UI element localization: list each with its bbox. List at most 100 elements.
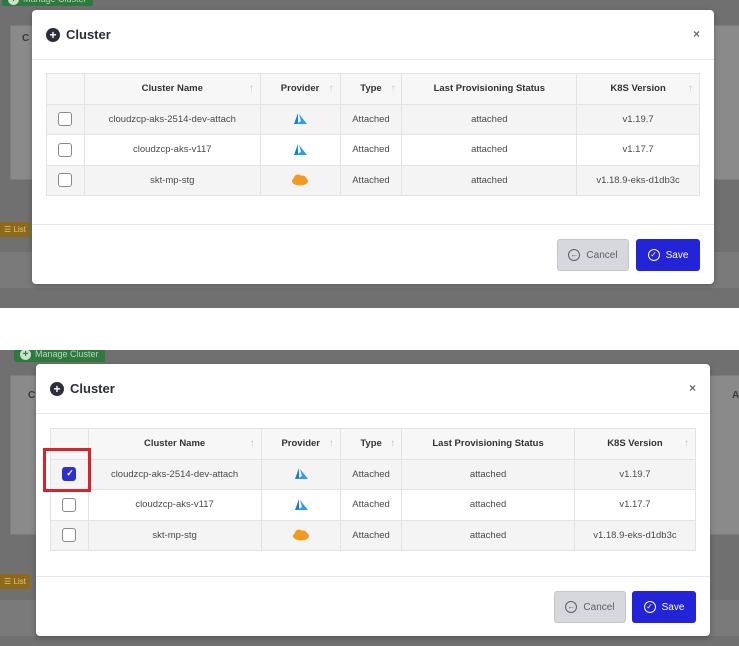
cancel-label: Cancel xyxy=(586,249,618,261)
column-header-provider[interactable]: Provider ↑ xyxy=(260,428,341,460)
bg-list-tab: ☰ List xyxy=(0,574,30,589)
k8s-version-cell: v1.17.7 xyxy=(576,134,700,166)
row-checkbox[interactable] xyxy=(62,528,77,543)
row-checkbox[interactable] xyxy=(62,497,77,512)
modal-title: Cluster xyxy=(66,27,111,42)
azure-icon xyxy=(294,113,308,125)
cluster-name-cell: cloudzcp-aks-v117 xyxy=(87,489,262,521)
azure-icon xyxy=(294,143,308,155)
row-checkbox-cell[interactable] xyxy=(50,489,89,521)
select-all-column xyxy=(50,428,89,460)
column-header-type[interactable]: Type ↑ xyxy=(339,73,403,105)
status-cell: attached xyxy=(401,458,575,490)
cancel-button[interactable]: ← Cancel xyxy=(557,239,629,271)
sort-arrow-icon[interactable]: ↑ xyxy=(249,438,255,449)
close-icon[interactable]: × xyxy=(688,381,696,395)
manage-cluster-button-bg: + Manage Cluster xyxy=(2,0,93,6)
aws-icon xyxy=(292,529,309,541)
column-header-status[interactable]: Last Provisioning Status xyxy=(401,73,578,105)
modal-header: + Cluster × xyxy=(32,10,714,60)
sort-arrow-icon[interactable]: ↑ xyxy=(684,438,689,449)
plus-circle-icon: + xyxy=(50,381,64,396)
table-row[interactable]: cloudzcp-aks-2514-dev-attach Attached at… xyxy=(46,103,700,135)
cluster-table: Cluster Name ↑ Provider ↑ Type ↑ Last Provi… xyxy=(50,428,697,551)
save-label: Save xyxy=(661,601,685,613)
manage-cluster-label: Manage Cluster xyxy=(23,0,87,4)
save-button[interactable]: ✓ Save xyxy=(636,239,700,271)
column-header-cluster-name[interactable]: Cluster Name ↑ xyxy=(83,73,261,105)
row-checkbox[interactable] xyxy=(58,142,73,157)
status-cell: attached xyxy=(401,164,578,196)
cluster-name-cell: skt-mp-stg xyxy=(83,164,261,196)
provider-cell xyxy=(259,164,341,196)
provider-cell xyxy=(259,134,341,166)
check-circle-icon: ✓ xyxy=(643,601,656,613)
k8s-version-cell: v1.18.9-eks-d1db3c xyxy=(573,519,697,551)
modal-footer: ← Cancel ✓ Save xyxy=(32,224,714,284)
cancel-button[interactable]: ← Cancel xyxy=(554,591,626,623)
plus-icon: + xyxy=(8,0,19,5)
top-screenshot-panel: + Manage Cluster C ☰ List + Cluster × Cl… xyxy=(0,0,739,308)
cluster-modal: + Cluster × Cluster Name ↑ Provider ↑ Type… xyxy=(36,364,710,636)
modal-header: + Cluster × xyxy=(36,364,710,414)
table-row[interactable]: skt-mp-stg Attached attached v1.18.9-eks… xyxy=(46,164,700,196)
column-header-cluster-name[interactable]: Cluster Name ↑ xyxy=(87,428,262,460)
plus-circle-icon: + xyxy=(46,27,60,42)
column-header-k8s-version[interactable]: K8S Version ↑ xyxy=(573,428,697,460)
k8s-version-cell: v1.19.7 xyxy=(576,103,700,135)
manage-cluster-button-bg: + Manage Cluster xyxy=(14,350,105,362)
sort-arrow-icon[interactable]: ↑ xyxy=(248,83,254,94)
type-cell: Attached xyxy=(339,164,403,196)
row-checkbox-cell[interactable] xyxy=(46,134,85,166)
row-checkbox-cell[interactable] xyxy=(46,103,85,135)
row-checkbox[interactable] xyxy=(58,112,73,127)
cluster-name-cell: cloudzcp-aks-2514-dev-attach xyxy=(83,103,261,135)
column-header-status[interactable]: Last Provisioning Status xyxy=(401,428,575,460)
bg-list-tab: ☰ List xyxy=(0,222,30,237)
type-cell: Attached xyxy=(339,519,403,551)
column-header-provider[interactable]: Provider ↑ xyxy=(259,73,341,105)
aws-icon xyxy=(292,174,309,186)
sort-arrow-icon[interactable]: ↑ xyxy=(390,438,396,449)
save-button[interactable]: ✓ Save xyxy=(632,591,696,623)
k8s-version-cell: v1.19.7 xyxy=(573,458,697,490)
sort-arrow-icon[interactable]: ↑ xyxy=(328,83,334,94)
status-cell: attached xyxy=(401,103,578,135)
table-row[interactable]: cloudzcp-aks-v117 Attached attached v1.1… xyxy=(46,134,700,166)
type-cell: Attached xyxy=(339,103,403,135)
cluster-name-cell: cloudzcp-aks-2514-dev-attach xyxy=(87,458,262,490)
provider-cell xyxy=(260,519,341,551)
check-circle-icon: ✓ xyxy=(647,249,660,261)
row-checkbox-checked[interactable] xyxy=(62,467,77,482)
close-icon[interactable]: × xyxy=(692,27,700,41)
column-header-type[interactable]: Type ↑ xyxy=(339,428,403,460)
table-row[interactable]: cloudzcp-aks-2514-dev-attach Attached at… xyxy=(50,458,697,490)
sort-arrow-icon[interactable]: ↑ xyxy=(390,83,396,94)
sort-arrow-icon[interactable]: ↑ xyxy=(688,83,693,94)
row-checkbox-cell[interactable] xyxy=(50,519,89,551)
cluster-table: Cluster Name ↑ Provider ↑ Type ↑ Last Provi… xyxy=(46,73,700,196)
azure-icon xyxy=(294,468,308,480)
sort-arrow-icon[interactable]: ↑ xyxy=(328,438,334,449)
save-label: Save xyxy=(665,249,689,261)
row-checkbox-cell[interactable] xyxy=(46,164,85,196)
k8s-version-cell: v1.18.9-eks-d1db3c xyxy=(576,164,700,196)
bg-column-letter: C xyxy=(22,33,30,44)
provider-cell xyxy=(259,103,341,135)
table-row[interactable]: cloudzcp-aks-v117 Attached attached v1.1… xyxy=(50,489,697,521)
bg-column-letter: C xyxy=(28,390,36,401)
status-cell: attached xyxy=(401,134,578,166)
status-cell: attached xyxy=(401,489,575,521)
type-cell: Attached xyxy=(339,458,403,490)
plus-icon: + xyxy=(20,350,31,360)
column-header-k8s-version[interactable]: K8S Version ↑ xyxy=(576,73,700,105)
table-header-row: Cluster Name ↑ Provider ↑ Type ↑ Last Provi… xyxy=(46,73,700,105)
cluster-name-cell: cloudzcp-aks-v117 xyxy=(83,134,261,166)
table-row[interactable]: skt-mp-stg Attached attached v1.18.9-eks… xyxy=(50,519,697,551)
provider-cell xyxy=(260,458,341,490)
row-checkbox[interactable] xyxy=(58,173,73,188)
highlight-box xyxy=(43,448,91,492)
type-cell: Attached xyxy=(339,134,403,166)
back-arrow-icon: ← xyxy=(565,601,578,613)
row-checkbox-cell[interactable] xyxy=(50,458,89,490)
